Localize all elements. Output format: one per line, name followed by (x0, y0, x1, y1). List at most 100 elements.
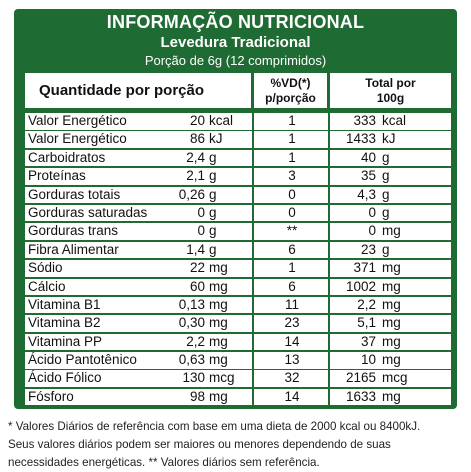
total-value: 333 (353, 113, 376, 128)
table-row: Vitamina B2 0,30 mg 23 5,1 mg (25, 315, 451, 332)
total-unit: g (382, 168, 390, 184)
column-divider (328, 113, 330, 407)
total-value: 0 (368, 223, 376, 239)
total-value: 23 (360, 241, 376, 257)
total-unit: mg (382, 315, 401, 331)
portion-value: 0,26 (178, 186, 205, 202)
total-value: 1633 (345, 388, 376, 404)
daily-value: ** (286, 223, 298, 239)
daily-value: 3 (288, 168, 296, 184)
nutrient-name: Proteínas (28, 168, 86, 184)
daily-value: 11 (284, 296, 299, 312)
serving-size: Porção de 6g (12 comprimidos) (144, 53, 327, 68)
table-row: Gorduras trans 0 g ** 0 mg (25, 223, 451, 240)
table-row: Carboidratos 2,4 g 1 40 g (25, 149, 451, 167)
portion-value: 0,30 (178, 315, 205, 331)
total-value: 40 (360, 149, 376, 165)
portion-value: 98 (189, 388, 205, 404)
column-divider (252, 113, 254, 407)
portion-unit: g (209, 204, 217, 220)
portion-value: 0 (197, 223, 205, 239)
daily-value: 14 (284, 388, 300, 404)
table-row: Vitamina PP 2,2 mg 14 37 mg (25, 333, 451, 351)
daily-value: 1 (288, 149, 296, 165)
portion-unit: mg (209, 333, 228, 349)
portion-unit: mcg (209, 370, 235, 386)
nutrient-name: Cálcio (28, 278, 66, 294)
portion-value: 86 (189, 131, 205, 147)
table-row: Fósforo 98 mg 14 1633 mg (25, 388, 451, 406)
nutrient-name: Gorduras trans (28, 223, 119, 239)
table-row: Cálcio 60 mg 6 1002 mg (25, 278, 451, 296)
table-row: Fibra Alimentar 1,4 g 6 23 g (25, 241, 451, 259)
total-value: 10 (360, 352, 376, 368)
portion-unit: mg (209, 388, 228, 404)
portion-unit: g (209, 168, 217, 184)
header-vd-line2: p/porção (265, 91, 316, 105)
table-row: Sódio 22 mg 1 371 mg (25, 260, 451, 277)
total-unit: mcg (382, 370, 408, 386)
nutrient-name: Ácido Fólico (28, 370, 102, 386)
nutrient-name: Vitamina PP (28, 333, 103, 349)
total-unit: g (382, 186, 390, 202)
portion-value: 2,1 (186, 168, 205, 184)
daily-value: 23 (284, 315, 300, 331)
table-row: Valor Energético 86 kJ 1 1433 kJ (25, 131, 451, 148)
total-unit: mg (382, 388, 401, 404)
daily-value: 0 (288, 186, 296, 202)
footnote: * Valores Diários de referência com base… (8, 418, 468, 472)
header-total-line1: Total por (365, 76, 416, 90)
total-unit: mg (382, 352, 401, 368)
daily-value: 6 (288, 278, 296, 294)
total-unit: g (382, 149, 390, 165)
nutrient-name: Sódio (28, 260, 63, 276)
header-vd-line1: %VD(*) (270, 76, 311, 90)
total-unit: mg (382, 260, 401, 276)
total-value: 1433 (345, 131, 376, 147)
portion-unit: g (209, 186, 217, 202)
nutrient-name: Valor Energético (28, 113, 127, 128)
portion-value: 2,2 (186, 333, 205, 349)
portion-unit: g (209, 241, 217, 257)
table-row: Ácido Pantotênico 0,63 mg 13 10 mg (25, 352, 451, 369)
nutrient-name: Ácido Pantotênico (28, 352, 137, 368)
header-total-cell: Total por 100g (330, 73, 451, 108)
daily-value: 6 (288, 241, 296, 257)
daily-value: 32 (284, 370, 300, 386)
footnote-line: * Valores Diários de referência com base… (8, 420, 421, 433)
total-unit: g (382, 241, 390, 257)
daily-value: 1 (288, 131, 296, 147)
portion-value: 20 (189, 113, 205, 128)
total-value: 1002 (345, 278, 376, 294)
total-unit: g (382, 204, 390, 220)
portion-value: 60 (189, 278, 205, 294)
total-value: 2165 (345, 370, 376, 386)
footnote-line: Seus valores diários podem ser maiores o… (8, 438, 391, 451)
total-value: 5,1 (357, 315, 376, 331)
nutrient-name: Vitamina B1 (28, 296, 101, 312)
total-value: 35 (360, 168, 376, 184)
portion-value: 22 (189, 260, 205, 276)
portion-value: 1,4 (186, 241, 205, 257)
total-value: 4,3 (357, 186, 376, 202)
table-row: Vitamina B1 0,13 mg 11 2,2 mg (25, 296, 451, 314)
table-row: Gorduras totais 0,26 g 0 4,3 g (25, 186, 451, 204)
total-unit: kcal (382, 113, 407, 128)
portion-value: 2,4 (186, 149, 205, 165)
product-name: Levedura Tradicional (160, 34, 311, 51)
total-value: 371 (353, 260, 376, 276)
portion-value: 0 (197, 204, 205, 220)
total-unit: mg (382, 333, 401, 349)
nutrient-name: Gorduras totais (28, 186, 121, 202)
portion-value: 130 (182, 370, 205, 386)
portion-unit: mg (209, 352, 228, 368)
total-unit: mg (382, 278, 401, 294)
portion-unit: g (209, 223, 217, 239)
nutrient-name: Fósforo (28, 388, 74, 404)
portion-unit: mg (209, 315, 228, 331)
portion-unit: mg (209, 296, 228, 312)
nutrient-name: Fibra Alimentar (28, 241, 119, 257)
header-vd-cell: %VD(*) p/porção (254, 73, 327, 108)
nutrient-name: Valor Energético (28, 131, 127, 147)
table-row: Ácido Fólico 130 mcg 32 2165 mcg (25, 370, 451, 387)
